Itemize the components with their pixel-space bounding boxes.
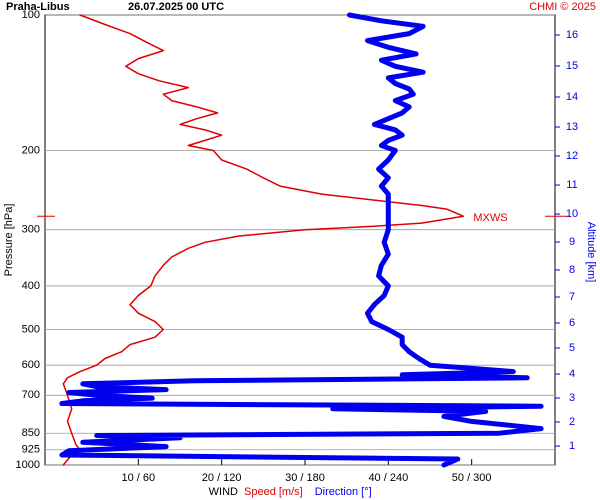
x-tick-label: 50 / 300 xyxy=(452,472,492,484)
y2-tick-label: 8 xyxy=(569,264,575,276)
y2-tick-label: 6 xyxy=(569,317,575,329)
y-tick-label: 100 xyxy=(22,9,40,21)
x-tick-label: 10 / 60 xyxy=(122,472,156,484)
y2-tick-label: 16 xyxy=(566,29,578,41)
y-tick-label: 500 xyxy=(22,323,40,335)
y2-tick-label: 10 xyxy=(566,208,578,220)
y2-tick-label: 9 xyxy=(569,236,575,248)
series-line xyxy=(62,14,465,466)
y2-tick-label: 15 xyxy=(566,60,578,72)
legend-title: WIND xyxy=(209,486,238,498)
chart-subtitle: 26.07.2025 00 UTC xyxy=(128,1,224,13)
y2-axis-label: Altitude [km] xyxy=(585,222,597,283)
chart-title: Praha-Libus xyxy=(6,1,70,13)
y-tick-label: 925 xyxy=(22,444,40,456)
y-tick-label: 200 xyxy=(22,144,40,156)
y2-tick-label: 13 xyxy=(566,121,578,133)
y2-tick-label: 1 xyxy=(569,440,575,452)
y-tick-label: 600 xyxy=(22,359,40,371)
y2-tick-label: 2 xyxy=(569,416,575,428)
y-tick-label: 850 xyxy=(22,427,40,439)
y2-tick-label: 3 xyxy=(569,392,575,404)
annotation: MXWS xyxy=(473,212,507,224)
series-line xyxy=(59,12,544,468)
y-tick-label: 300 xyxy=(22,224,40,236)
legend-entry: Direction [°] xyxy=(315,486,372,498)
y-tick-label: 400 xyxy=(22,280,40,292)
y2-tick-label: 12 xyxy=(566,150,578,162)
y-tick-label: 700 xyxy=(22,389,40,401)
y-tick-label: 1000 xyxy=(16,459,40,471)
legend-entry: Speed [m/s] xyxy=(244,486,303,498)
y2-tick-label: 11 xyxy=(566,179,577,191)
y2-tick-label: 5 xyxy=(569,342,575,354)
y2-tick-label: 14 xyxy=(566,91,578,103)
x-tick-label: 40 / 240 xyxy=(368,472,408,484)
x-tick-label: 30 / 180 xyxy=(285,472,325,484)
y-axis-label: Pressure [hPa] xyxy=(3,204,15,277)
credit: CHMI © 2025 xyxy=(529,1,596,13)
x-tick-label: 20 / 120 xyxy=(202,472,242,484)
y2-tick-label: 4 xyxy=(569,368,575,380)
y2-tick-label: 7 xyxy=(569,291,575,303)
